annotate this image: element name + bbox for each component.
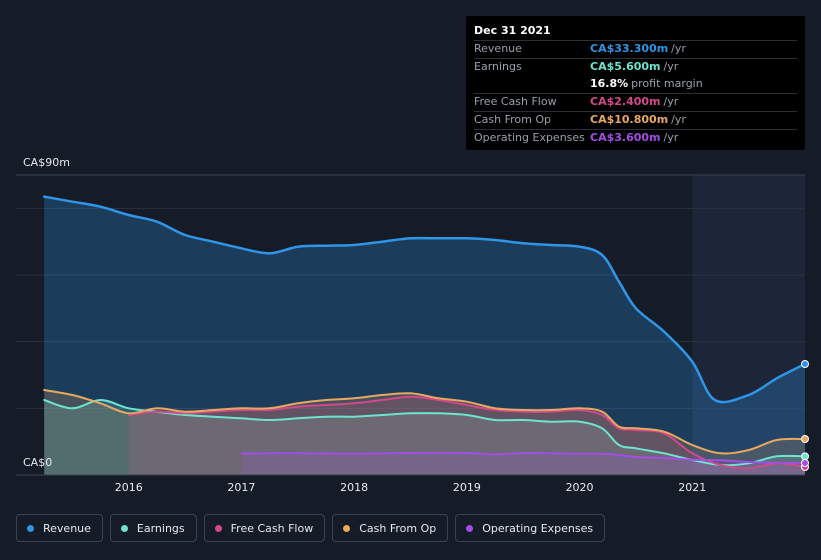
legend-item-free-cash-flow[interactable]: Free Cash Flow	[203, 514, 326, 542]
tooltip-row-value: CA$33.300m	[590, 42, 669, 55]
chart-legend: Revenue Earnings Free Cash Flow Cash From O…	[16, 514, 612, 542]
legend-label: Free Cash Flow	[230, 521, 314, 535]
series-line-operating-expenses	[240, 451, 806, 464]
legend-dot-icon	[214, 524, 222, 532]
series-line-free-cash-flow	[127, 395, 806, 470]
series-line-revenue	[42, 195, 807, 404]
tooltip-row-value: CA$2.400m	[590, 95, 661, 108]
series-endpoint-revenue	[801, 360, 809, 368]
tooltip-row-value: CA$5.600m	[590, 60, 661, 73]
legend-label: Cash From Op	[359, 521, 437, 535]
tooltip-row: Free Cash Flow CA$2.400m/yr	[474, 93, 797, 111]
tooltip-row: Cash From Op CA$10.800m/yr	[474, 111, 797, 129]
tooltip-row-value: CA$10.800m	[590, 113, 669, 126]
legend-label: Revenue	[43, 521, 91, 535]
tooltip-row: 16.8% profit margin	[474, 76, 797, 93]
series-area-free-cash-flow	[128, 396, 805, 475]
y-axis-max-label: CA$90m	[23, 156, 70, 169]
tooltip-row-value: 16.8%	[590, 77, 629, 90]
tooltip-row-unit: /yr	[663, 60, 679, 73]
x-tick-label: 2021	[678, 481, 707, 494]
legend-item-earnings[interactable]: Earnings	[109, 514, 197, 542]
series-line-earnings	[43, 398, 806, 467]
series-endpoint-earnings	[801, 452, 809, 461]
x-tick-label: 2020	[565, 481, 594, 494]
legend-dot-icon	[466, 524, 474, 532]
legend-dot-icon	[27, 524, 34, 532]
x-tick-label: 2019	[452, 481, 481, 494]
tooltip-row-label	[474, 76, 590, 93]
series-endpoint-cash-from-op	[801, 435, 809, 443]
y-axis-min-label: CA$0	[23, 456, 53, 469]
series-area-revenue	[44, 196, 805, 475]
legend-dot-icon	[343, 524, 351, 532]
legend-item-revenue[interactable]: Revenue	[16, 514, 103, 542]
x-tick-label: 2016	[114, 481, 143, 494]
tooltip-row-label: Cash From Op	[474, 113, 552, 126]
tooltip-row: Earnings CA$5.600m/yr	[474, 58, 797, 76]
tooltip-row-unit: /yr	[663, 131, 679, 144]
tooltip-row-label: Revenue	[474, 42, 522, 55]
legend-label: Earnings	[136, 521, 185, 535]
tooltip-row-label: Free Cash Flow	[474, 95, 557, 108]
tooltip-row-unit: /yr	[671, 42, 686, 55]
tooltip-row: Operating Expenses CA$3.600m/yr	[474, 129, 797, 147]
tooltip-row-unit: /yr	[671, 113, 686, 126]
tooltip-row: Revenue CA$33.300m/yr	[474, 40, 797, 58]
highlight-region	[692, 175, 805, 475]
x-tick-label: 2017	[227, 481, 256, 494]
financial-chart	[16, 174, 809, 476]
tooltip-row-label: Operating Expenses	[474, 131, 585, 144]
legend-item-operating-expenses[interactable]: Operating Expenses	[455, 514, 606, 542]
legend-label: Operating Expenses	[482, 521, 594, 535]
tooltip-row-value: CA$3.600m	[590, 131, 661, 144]
tooltip-row-label: Earnings	[474, 60, 522, 73]
tooltip-row-unit: /yr	[663, 95, 679, 108]
tooltip-row-unit: profit margin	[631, 77, 703, 90]
x-tick-label: 2018	[340, 481, 369, 494]
chart-tooltip: Dec 31 2021 Revenue CA$33.300m/yr Earnings…	[466, 16, 805, 150]
legend-item-cash-from-op[interactable]: Cash From Op	[332, 514, 449, 542]
series-line-cash-from-op	[43, 389, 806, 455]
series-endpoint-operating-expenses	[801, 459, 809, 467]
legend-dot-icon	[120, 524, 128, 532]
tooltip-date: Dec 31 2021	[474, 24, 551, 37]
